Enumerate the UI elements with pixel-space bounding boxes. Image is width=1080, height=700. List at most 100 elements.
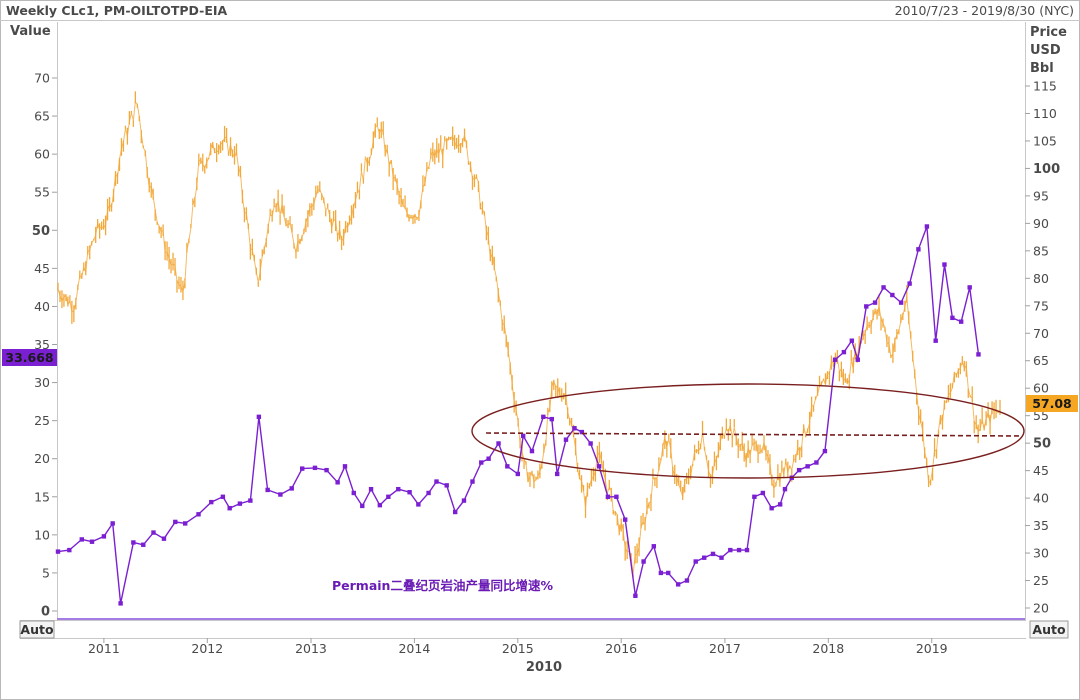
permian-growth-point: [976, 352, 981, 357]
permian-growth-point: [335, 480, 340, 485]
left-auto-button[interactable]: Auto: [19, 620, 55, 639]
permian-growth-point: [814, 460, 819, 465]
oil-price-line: [57, 100, 1001, 576]
permian-growth-point: [79, 537, 84, 542]
permian-growth-point: [416, 502, 421, 507]
permian-growth-point: [666, 570, 671, 576]
permian-growth-point: [461, 498, 467, 503]
permian-growth-point: [549, 416, 555, 422]
left-tick-label: 10: [34, 527, 50, 542]
left-tick-label: 45: [34, 261, 50, 276]
left-auto-button-label[interactable]: Auto: [20, 622, 54, 637]
permian-growth-point: [324, 467, 329, 473]
permian-growth-point: [386, 494, 391, 499]
permian-growth-point: [881, 285, 886, 290]
permian-growth-point: [622, 517, 628, 522]
permian-growth-point: [916, 247, 921, 252]
permian-growth-point: [486, 456, 491, 461]
permian-growth-point: [890, 292, 895, 298]
permian-growth-point: [227, 506, 232, 511]
permian-growth-point: [237, 501, 243, 506]
highlight-ellipse: [471, 383, 1025, 479]
left-auto-button-box[interactable]: [19, 620, 55, 639]
right-tick-label: 35: [1033, 518, 1049, 533]
left-axis-ticks: 0 5 10 15 20 25 30 35 40 45 50 55 60 65 70: [32, 71, 57, 620]
right-auto-button-box[interactable]: [1029, 620, 1069, 639]
x-tick-label: 2011: [88, 641, 120, 656]
permian-growth-point: [841, 349, 847, 355]
permian-growth-point: [312, 465, 318, 471]
right-auto-button-label[interactable]: Auto: [1032, 622, 1066, 637]
right-axis-title-line-3: Bbl: [1030, 61, 1054, 76]
permian-growth-point: [183, 521, 188, 526]
right-tick-label: 20: [1033, 601, 1049, 616]
permian-growth-point: [342, 464, 348, 469]
permian-growth-point: [958, 319, 964, 324]
permian-growth-point: [967, 285, 972, 290]
permian-growth-point: [596, 464, 602, 469]
x-axis-ticks: 2011 2012 2013 2014 2015 2016 2017 2018 2019: [88, 638, 948, 656]
right-tick-label: 45: [1033, 463, 1049, 478]
permian-growth-point: [872, 300, 878, 305]
right-tick-label: 60: [1033, 381, 1049, 396]
oil-price-series: [57, 91, 1001, 578]
permian-growth-point: [684, 578, 690, 583]
permian-growth-point: [675, 582, 681, 587]
permian-growth-point: [572, 426, 577, 431]
right-value-badge-text: 57.08: [1032, 396, 1072, 411]
permian-growth-point: [426, 490, 431, 496]
right-tick-label: 40: [1033, 491, 1049, 506]
left-value-badge: 33.668: [2, 349, 57, 366]
x-tick-label: 2019: [916, 641, 948, 656]
permian-growth-point: [452, 509, 458, 515]
right-value-badge: 57.08: [1026, 395, 1078, 412]
right-auto-button[interactable]: Auto: [1029, 620, 1069, 639]
left-tick-label: 40: [34, 299, 50, 314]
permian-growth-point: [605, 494, 611, 499]
permian-growth-point: [760, 490, 766, 496]
left-tick-label: 25: [34, 413, 50, 428]
permian-growth-point: [855, 357, 860, 362]
right-tick-label: 115: [1033, 79, 1057, 94]
left-value-badge-bg: [2, 349, 57, 366]
permian-growth-point: [693, 559, 698, 564]
scroll-track-strip[interactable]: [57, 618, 1025, 620]
permian-growth-point: [907, 281, 912, 286]
permian-growth-point: [131, 540, 136, 545]
permian-growth-point: [588, 441, 593, 446]
permian-growth-point: [950, 315, 955, 321]
x-tick-label: 2018: [812, 641, 844, 656]
permian-growth-point: [220, 494, 226, 499]
permian-growth-point: [470, 479, 475, 484]
permian-growth-point: [256, 414, 262, 420]
left-axis-title: Value: [10, 24, 51, 39]
permian-growth-point: [736, 547, 742, 553]
right-tick-label: 75: [1033, 298, 1049, 313]
left-tick-label: 15: [34, 489, 50, 504]
right-value-badge-bg: [1026, 395, 1078, 412]
permian-growth-point: [805, 464, 810, 469]
permian-growth-point: [209, 499, 214, 505]
right-tick-label: 80: [1033, 271, 1049, 286]
x-axis-start-year: 2010: [526, 660, 562, 675]
permian-growth-point: [173, 519, 178, 525]
left-value-badge-text: 33.668: [5, 350, 53, 365]
permian-growth-point: [444, 483, 449, 488]
right-tick-label: 110: [1033, 106, 1057, 121]
left-tick-label: 60: [34, 147, 50, 162]
permian-growth-point: [118, 601, 123, 606]
permian-growth-point: [614, 494, 619, 499]
permian-growth-point: [434, 479, 439, 484]
right-tick-label: 95: [1033, 188, 1049, 203]
permian-growth-point: [710, 551, 716, 557]
left-tick-label: 0: [41, 605, 50, 620]
permian-growth-point: [67, 547, 72, 553]
permian-growth-point: [248, 498, 253, 503]
permian-growth-point: [744, 547, 750, 553]
left-tick-label: 55: [34, 185, 50, 200]
permian-growth-point: [563, 437, 569, 442]
permian-growth-point: [924, 224, 930, 229]
left-tick-label: 65: [34, 109, 50, 124]
permian-growth-point: [933, 338, 938, 343]
